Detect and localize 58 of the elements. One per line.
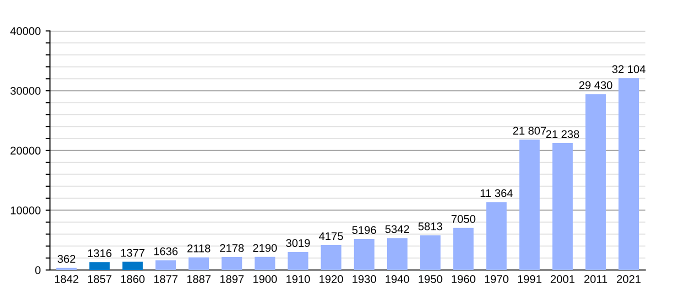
data-label: 21 807	[513, 126, 546, 135]
bar	[618, 78, 640, 270]
x-tick-label: 1860	[121, 275, 145, 284]
data-label: 4175	[318, 232, 343, 240]
bar	[519, 140, 540, 270]
bar	[420, 235, 441, 270]
y-tick-label: 40000	[10, 27, 40, 36]
bar	[354, 238, 374, 270]
bar	[89, 262, 110, 270]
bar	[288, 252, 308, 270]
y-tick-label: 0	[35, 266, 40, 274]
x-tick-label: 1887	[187, 275, 211, 284]
x-tick-label: 1991	[518, 275, 542, 284]
x-tick-label: 1920	[320, 275, 344, 284]
bar	[254, 256, 276, 270]
data-label: 2178	[220, 244, 244, 252]
x-tick-label: 1857	[88, 275, 112, 284]
bar	[155, 260, 176, 270]
data-label: 1316	[88, 249, 112, 258]
bar	[122, 262, 143, 270]
bar	[585, 94, 606, 270]
bar	[486, 202, 507, 270]
y-tick-label: 20000	[10, 146, 40, 155]
data-label: 1636	[154, 247, 178, 256]
bar	[320, 245, 342, 270]
x-tick-label: 1842	[54, 275, 78, 284]
x-tick-label: 2001	[550, 275, 574, 284]
data-label: 2118	[187, 244, 210, 252]
x-tick-label: 1960	[452, 275, 476, 284]
x-tick-label: 1930	[352, 275, 376, 284]
data-label: 32 104	[612, 65, 646, 74]
data-label: 29 430	[579, 81, 612, 90]
bar	[386, 238, 408, 270]
bar	[222, 256, 242, 270]
data-label: 7050	[452, 215, 476, 223]
bar	[453, 228, 474, 270]
data-label: 2190	[253, 244, 277, 252]
bar	[188, 257, 210, 270]
data-label: 11 364	[480, 189, 513, 198]
y-tick-label: 30000	[10, 86, 40, 95]
x-tick-label: 1950	[418, 275, 442, 284]
y-tick-label: 10000	[10, 206, 40, 214]
x-tick-label: 1897	[220, 275, 244, 284]
data-label: 5342	[385, 225, 410, 234]
data-label: 3019	[286, 239, 310, 247]
data-label: 5196	[352, 226, 376, 234]
x-tick-label: 1900	[253, 275, 277, 284]
x-tick-label: 1970	[484, 275, 508, 284]
bar	[552, 143, 573, 270]
x-tick-label: 1877	[154, 275, 178, 284]
data-label: 21 238	[546, 130, 580, 138]
x-tick-label: 2021	[616, 275, 641, 284]
x-tick-label: 1910	[286, 275, 310, 284]
x-tick-label: 1940	[386, 275, 410, 284]
data-label: 1377	[121, 248, 144, 257]
data-label: 362	[58, 254, 76, 263]
x-tick-label: 2011	[584, 275, 608, 284]
data-label: 5813	[418, 222, 442, 230]
